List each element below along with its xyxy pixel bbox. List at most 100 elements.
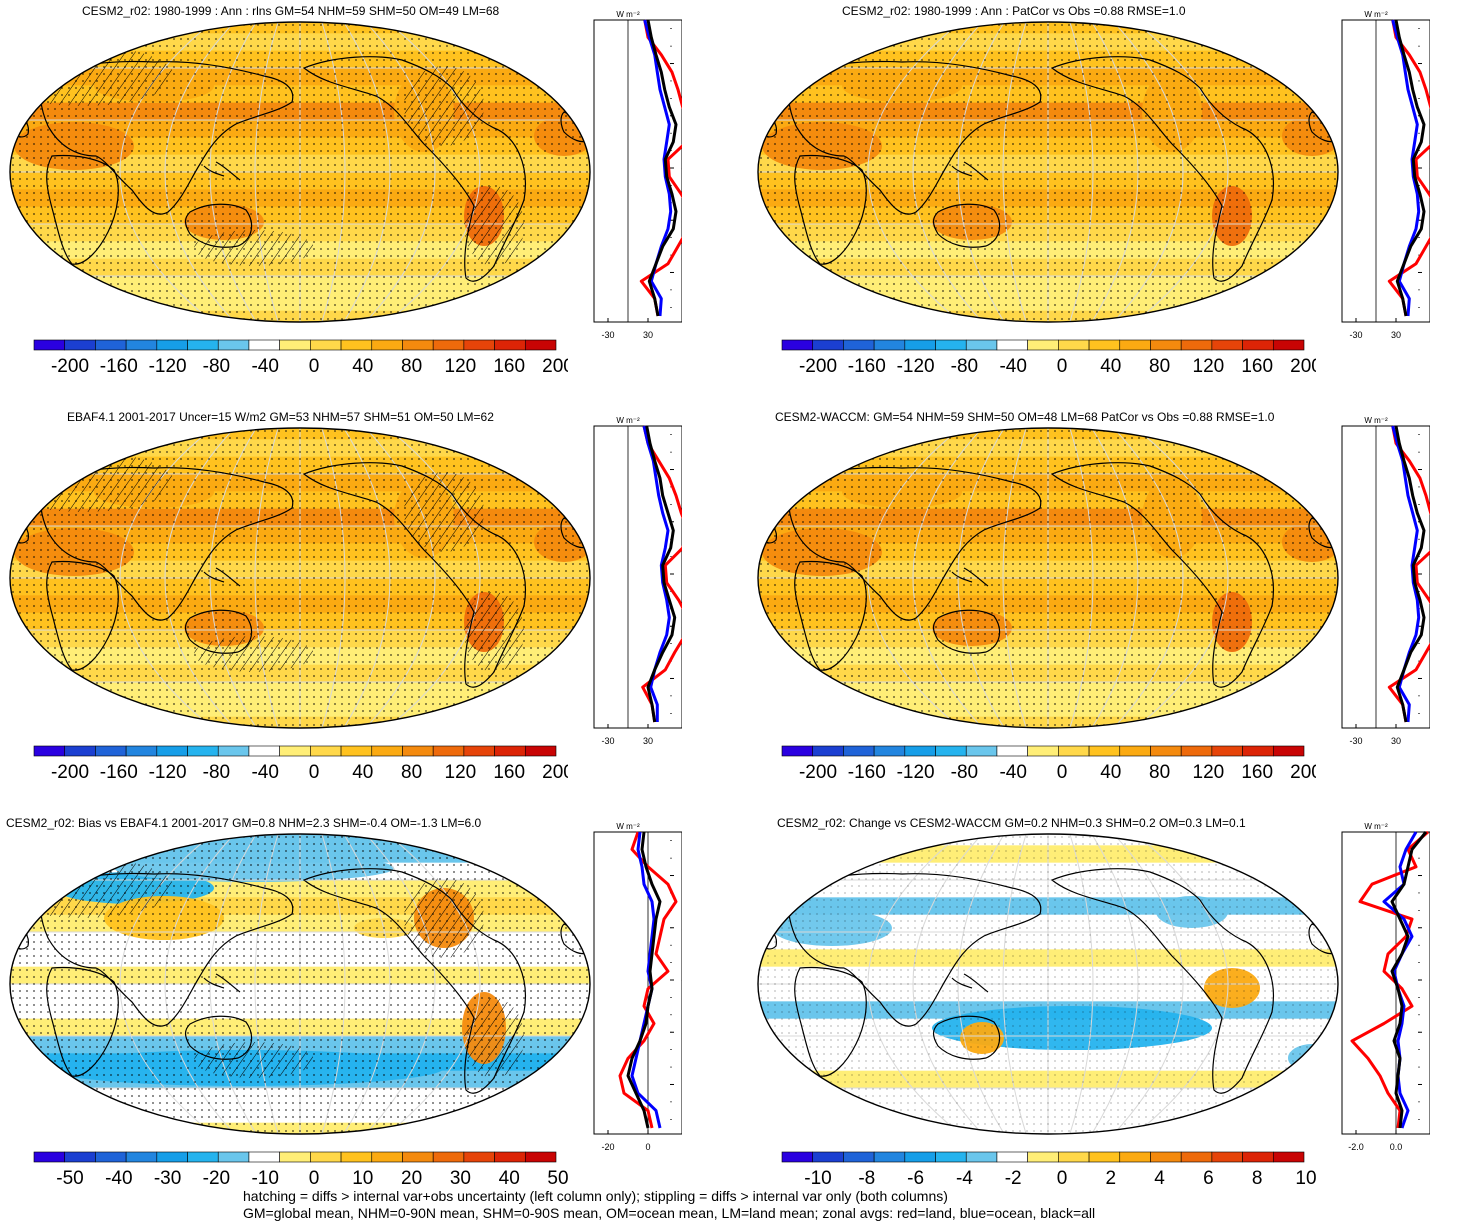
colorbar-swatch (1272, 1151, 1305, 1163)
zonal-lat-label: 30S (1429, 621, 1430, 633)
colorbar-tick-label: -10 (251, 1168, 278, 1187)
colorbar-swatch (996, 1151, 1028, 1163)
zonal-lat-label: 30S (1429, 1027, 1430, 1039)
zonal-lat-label: 30N (681, 923, 682, 935)
colorbar-swatch (904, 1151, 936, 1163)
colorbar-swatch (1150, 1151, 1182, 1163)
zonal-units-label: W m⁻² (1364, 822, 1388, 831)
colorbar-tick-label: 50 (547, 1168, 568, 1187)
zonal-xtick-label: -2.0 (1348, 1142, 1364, 1152)
colorbar-swatch (904, 339, 936, 351)
colorbar-swatch (781, 745, 814, 757)
colorbar-swatch (873, 339, 906, 351)
zonal-panel-1: W m⁻²-30309060N30N030S60S (593, 10, 682, 340)
panel-title-4: CESM2-WACCM: GM=54 NHM=59 SHM=50 OM=48 L… (775, 410, 1275, 424)
zonal-units-label: W m⁻² (1364, 416, 1388, 425)
zonal-lat-label: 60S (1429, 673, 1430, 685)
colorbar-swatch (310, 339, 342, 351)
zonal-lat-label: 0 (1429, 569, 1430, 581)
colorbar-swatch (402, 745, 434, 757)
zonal-lat-label: 60N (681, 465, 682, 477)
colorbar-tick-label: -120 (149, 762, 187, 781)
zonal-panel-5: W m⁻²-2002060N30N030S60S (593, 822, 682, 1152)
zonal-panel-3: W m⁻²-30309060N30N030S60S (593, 416, 682, 746)
colorbar-swatch (248, 745, 280, 757)
panel-title-1: CESM2_r02: 1980-1999 : Ann : rlns GM=54 … (82, 4, 500, 18)
colorbar-tick-label: -120 (897, 356, 935, 375)
panel-title-3: EBAF4.1 2001-2017 Uncer=15 W/m2 GM=53 NH… (67, 410, 494, 424)
colorbar-swatch (33, 745, 66, 757)
colorbar-swatch (965, 339, 998, 351)
colorbar-tick-label: -200 (51, 356, 89, 375)
colorbar-tick-label: 40 (352, 762, 373, 781)
zonal-lat-label: 60N (681, 59, 682, 71)
zonal-lat-label: 30N (1429, 111, 1430, 123)
zonal-lat-label: 30S (1429, 215, 1430, 227)
zonal-units-label: W m⁻² (616, 822, 640, 831)
colorbar-tick-label: 80 (1149, 762, 1170, 781)
colorbar-swatch (248, 1151, 280, 1163)
colorbar-tick-label: -80 (203, 762, 230, 781)
colorbar-tick-label: -40 (105, 1168, 132, 1187)
colorbar-swatch (156, 339, 188, 351)
colorbar-swatch (1088, 745, 1121, 757)
colorbar-swatch (1211, 745, 1243, 757)
zonal-land-line (641, 425, 682, 723)
colorbar-swatch (1058, 745, 1090, 757)
colorbar-swatch (1058, 1151, 1090, 1163)
zonal-land-line (1387, 425, 1430, 723)
zonal-lat-label: 0 (1429, 163, 1430, 175)
colorbar-swatch (904, 745, 936, 757)
colorbar-tick-label: 40 (499, 1168, 520, 1187)
colorbar-tick-label: 200 (1290, 356, 1316, 375)
colorbar-swatch (1088, 1151, 1121, 1163)
zonal-xtick-label: -30 (601, 736, 614, 746)
colorbar-swatch (1242, 339, 1274, 351)
colorbar-tick-label: 10 (1295, 1168, 1316, 1187)
colorbar-tick-label: -40 (999, 356, 1026, 375)
zonal-lat-label: 60N (1429, 465, 1430, 477)
colorbar-swatch (33, 1151, 66, 1163)
zonal-lat-label: 0 (1429, 975, 1430, 987)
colorbar-swatch (156, 1151, 188, 1163)
colorbar-swatch (371, 339, 403, 351)
colorbar-swatch (1180, 339, 1213, 351)
footer-line-1: hatching = diffs > internal var+obs unce… (243, 1188, 948, 1204)
colorbar-tick-label: -4 (956, 1168, 973, 1187)
colorbar-swatch (279, 1151, 311, 1163)
colorbar-tick-label: -200 (51, 762, 89, 781)
colorbar-swatch (463, 1151, 495, 1163)
colorbar-swatch (843, 339, 875, 351)
colorbar-swatch (310, 745, 342, 757)
colorbar-tick-label: -50 (56, 1168, 83, 1187)
colorbar-tick-label: -160 (100, 762, 138, 781)
colorbar-tick-label: -40 (999, 762, 1026, 781)
zonal-land-line (1387, 19, 1430, 317)
colorbar-tick-label: 120 (445, 356, 477, 375)
panel-title-5: CESM2_r02: Bias vs EBAF4.1 2001-2017 GM=… (6, 816, 482, 830)
colorbar-swatch (494, 745, 526, 757)
colorbar-swatch (1211, 1151, 1243, 1163)
colorbar-tick-label: -160 (848, 762, 886, 781)
colorbar-tick-label: 4 (1154, 1168, 1165, 1187)
colorbar-tick-label: 40 (352, 356, 373, 375)
colorbar-swatch (463, 745, 495, 757)
colorbar-swatch (371, 745, 403, 757)
colorbar-swatch (524, 1151, 557, 1163)
colorbar-6: -10 -8 -6 -4 -2 0 2 4 6 8 10 (781, 1151, 1316, 1187)
zonal-lat-label: 30N (681, 111, 682, 123)
colorbar-4: -200 -160 -120 -80 -40 0 40 80 120 160 200 (781, 745, 1316, 781)
colorbar-tick-label: 0 (1057, 1168, 1068, 1187)
colorbar-tick-label: -200 (799, 762, 837, 781)
zonal-lat-label: 60N (1429, 59, 1430, 71)
colorbar-swatch (340, 1151, 373, 1163)
zonal-all-line (626, 831, 662, 1129)
zonal-xtick-label: 30 (1391, 330, 1401, 340)
zonal-xtick-label: 0 (645, 1142, 650, 1152)
colorbar-swatch (1119, 1151, 1151, 1163)
colorbar-swatch (781, 339, 814, 351)
colorbar-swatch (217, 1151, 250, 1163)
colorbar-tick-label: 40 (1100, 356, 1121, 375)
colorbar-swatch (1119, 745, 1151, 757)
colorbar-swatch (279, 745, 311, 757)
